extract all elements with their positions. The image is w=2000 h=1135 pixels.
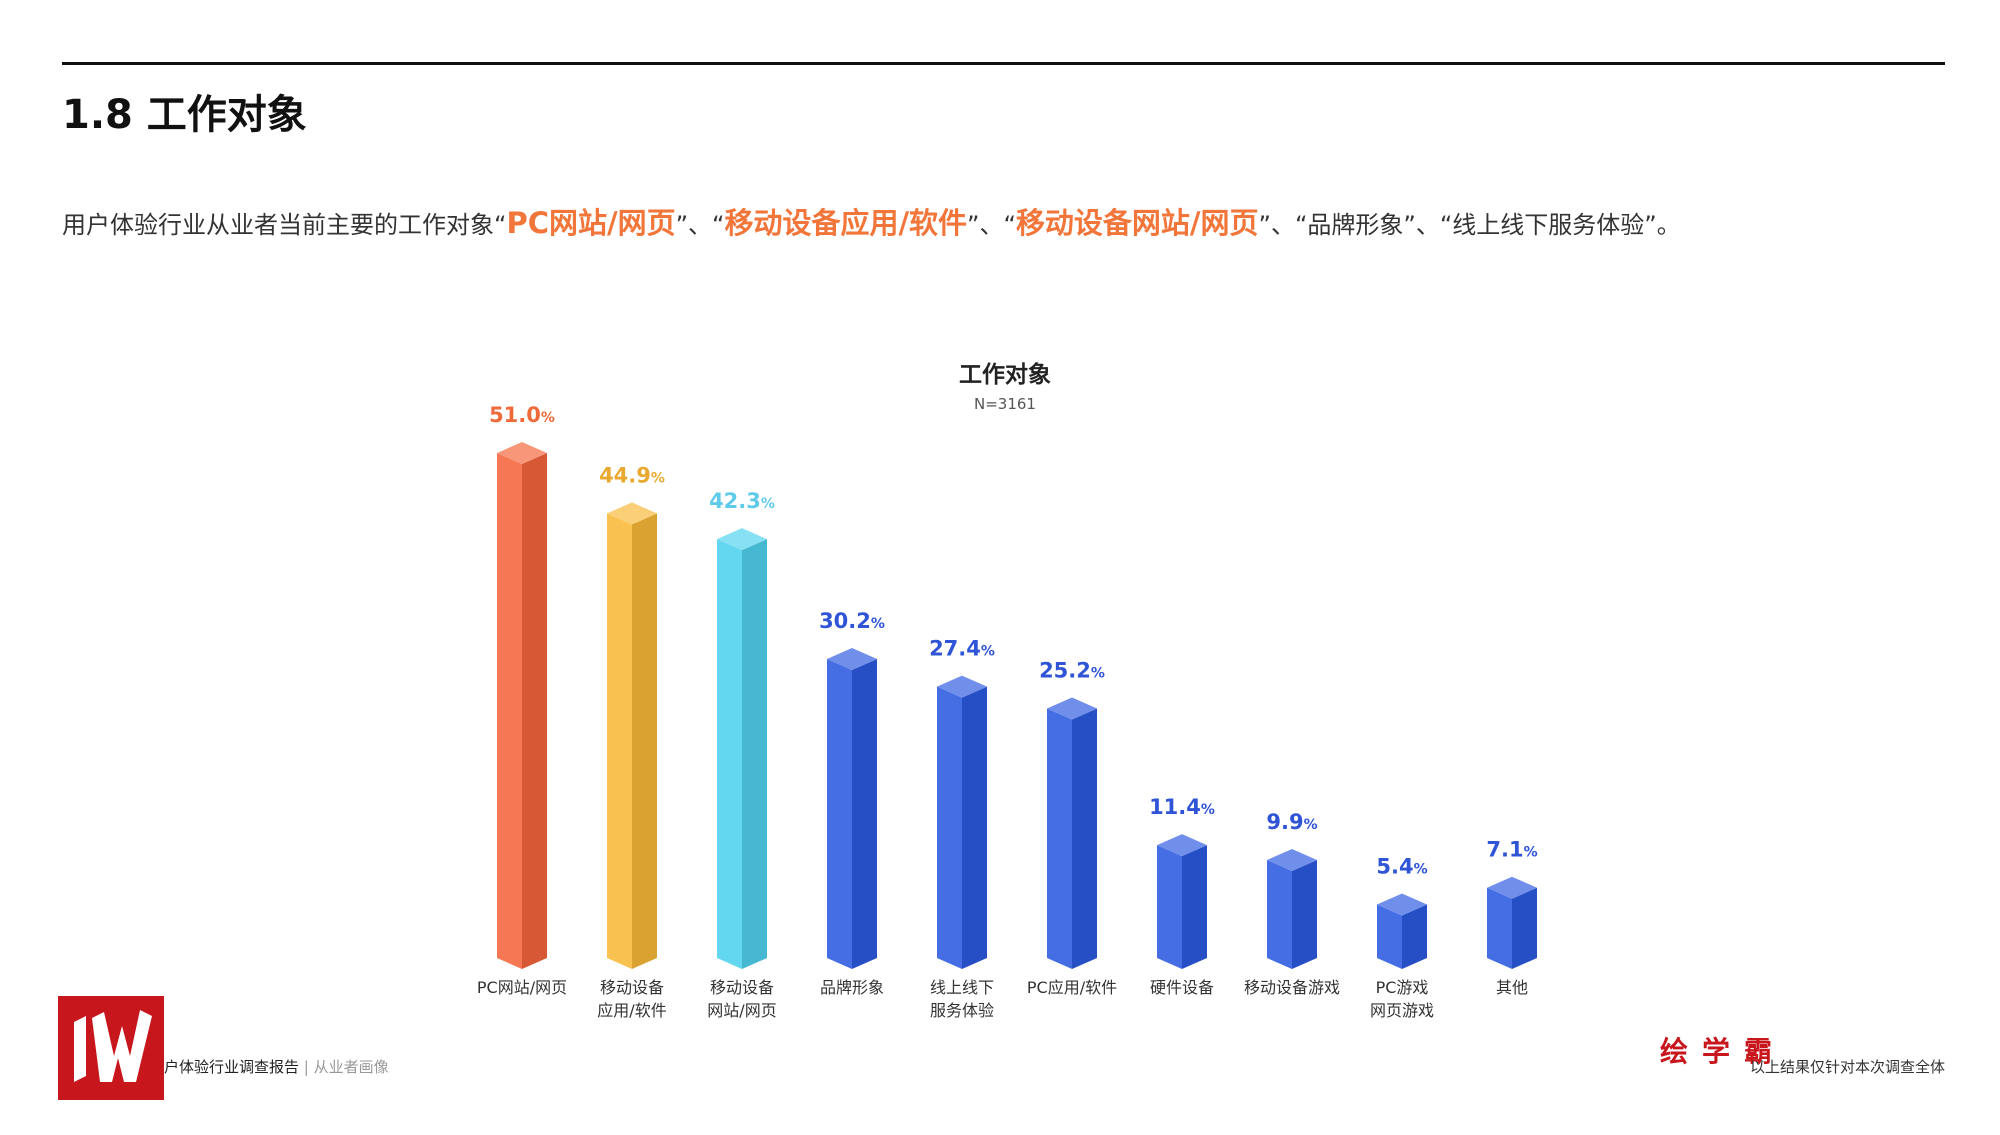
bar-right-face-0	[522, 453, 547, 969]
bar-left-face-9	[1487, 887, 1512, 969]
bar-value-label-6: 11.4%	[1149, 795, 1215, 819]
chart-title: 工作对象	[959, 362, 1051, 388]
bar-value-label-7: 9.9%	[1266, 810, 1317, 834]
bar-left-face-8	[1377, 904, 1402, 969]
bar-value-label-2: 42.3%	[709, 489, 775, 513]
category-label-1-0: 移动设备	[600, 978, 664, 997]
bar-left-face-0	[497, 453, 522, 969]
top-rule	[62, 62, 1945, 65]
bar-right-face-4	[962, 686, 987, 969]
bar-top-face-8	[1377, 893, 1427, 916]
bar-top-face-5	[1047, 697, 1097, 720]
bar-value-label-3: 30.2%	[819, 609, 885, 633]
footer-note: 以上结果仅针对本次调查全体	[1749, 1058, 1945, 1076]
footer-report-title: 户体验行业调查报告	[164, 1058, 300, 1076]
bar-value-label-8: 5.4%	[1376, 855, 1427, 879]
bar-top-face-3	[827, 647, 877, 670]
bar-top-face-9	[1487, 876, 1537, 899]
bar-left-face-5	[1047, 708, 1072, 969]
intro-item-service: 线上线下服务体验	[1452, 211, 1645, 239]
bar-left-face-6	[1157, 845, 1182, 969]
category-label-2-0: 移动设备	[710, 978, 774, 997]
category-label-4-0: 线上线下	[930, 978, 994, 997]
category-label-2-1: 网站/网页	[707, 1001, 776, 1020]
footer-separator: |	[303, 1058, 309, 1076]
bar-top-face-0	[497, 442, 547, 464]
bar-right-face-7	[1292, 859, 1317, 969]
brand-watermark: 绘学霸	[1660, 1035, 1787, 1068]
intro-item-pc-web: PC网站/网页	[506, 206, 676, 240]
bar-right-face-6	[1182, 845, 1207, 969]
category-label-0: PC网站/网页	[477, 978, 567, 997]
category-label-3: 品牌形象	[820, 978, 884, 997]
category-label-4-1: 服务体验	[930, 1001, 994, 1020]
bar-top-face-2	[717, 528, 767, 551]
bar-right-face-1	[632, 513, 657, 969]
bar-left-face-1	[607, 513, 632, 969]
bar-right-face-8	[1402, 904, 1427, 969]
bar-left-face-2	[717, 539, 742, 969]
bar-left-face-3	[827, 658, 852, 969]
bar-value-label-4: 27.4%	[929, 637, 995, 661]
category-label-5: PC应用/软件	[1027, 978, 1117, 997]
intro-item-mobile-app: 移动设备应用/软件	[724, 206, 968, 240]
bar-value-label-1: 44.9%	[599, 463, 665, 487]
bar-right-face-2	[742, 539, 767, 969]
footer-report: 户体验行业调查报告 | 从业者画像	[164, 1056, 389, 1077]
category-label-8-1: 网页游戏	[1370, 1001, 1434, 1020]
bar-right-face-3	[852, 658, 877, 969]
category-label-1-1: 应用/软件	[597, 1001, 666, 1020]
bar-value-label-9: 7.1%	[1486, 838, 1537, 862]
category-label-6: 硬件设备	[1150, 978, 1214, 997]
category-label-8-0: PC游戏	[1376, 978, 1429, 997]
bar-value-label-0: 51.0%	[489, 403, 555, 427]
intro-item-brand: 品牌形象	[1307, 211, 1404, 239]
bar-left-face-7	[1267, 859, 1292, 969]
intro-text: 用户体验行业从业者当前主要的工作对象“PC网站/网页”、“移动设备应用/软件”、…	[62, 206, 1681, 240]
bar-top-face-4	[937, 675, 987, 698]
bar-top-face-6	[1157, 834, 1207, 857]
bar-right-face-9	[1512, 887, 1537, 969]
bar-top-face-7	[1267, 848, 1317, 871]
chart-subtitle: N=3161	[974, 395, 1036, 413]
report-logo	[58, 996, 164, 1100]
bar-value-label-5: 25.2%	[1039, 658, 1105, 682]
intro-item-mobile-web: 移动设备网站/网页	[1015, 206, 1259, 240]
intro-prefix: 用户体验行业从业者当前主要的工作对象	[62, 211, 494, 239]
bar-top-face-1	[607, 502, 657, 525]
footer-section: 从业者画像	[313, 1058, 389, 1076]
bar-left-face-4	[937, 686, 962, 969]
category-label-7: 移动设备游戏	[1244, 978, 1340, 997]
section-title: 1.8 工作对象	[62, 92, 307, 138]
category-label-9: 其他	[1496, 978, 1528, 997]
bar-right-face-5	[1072, 708, 1097, 969]
